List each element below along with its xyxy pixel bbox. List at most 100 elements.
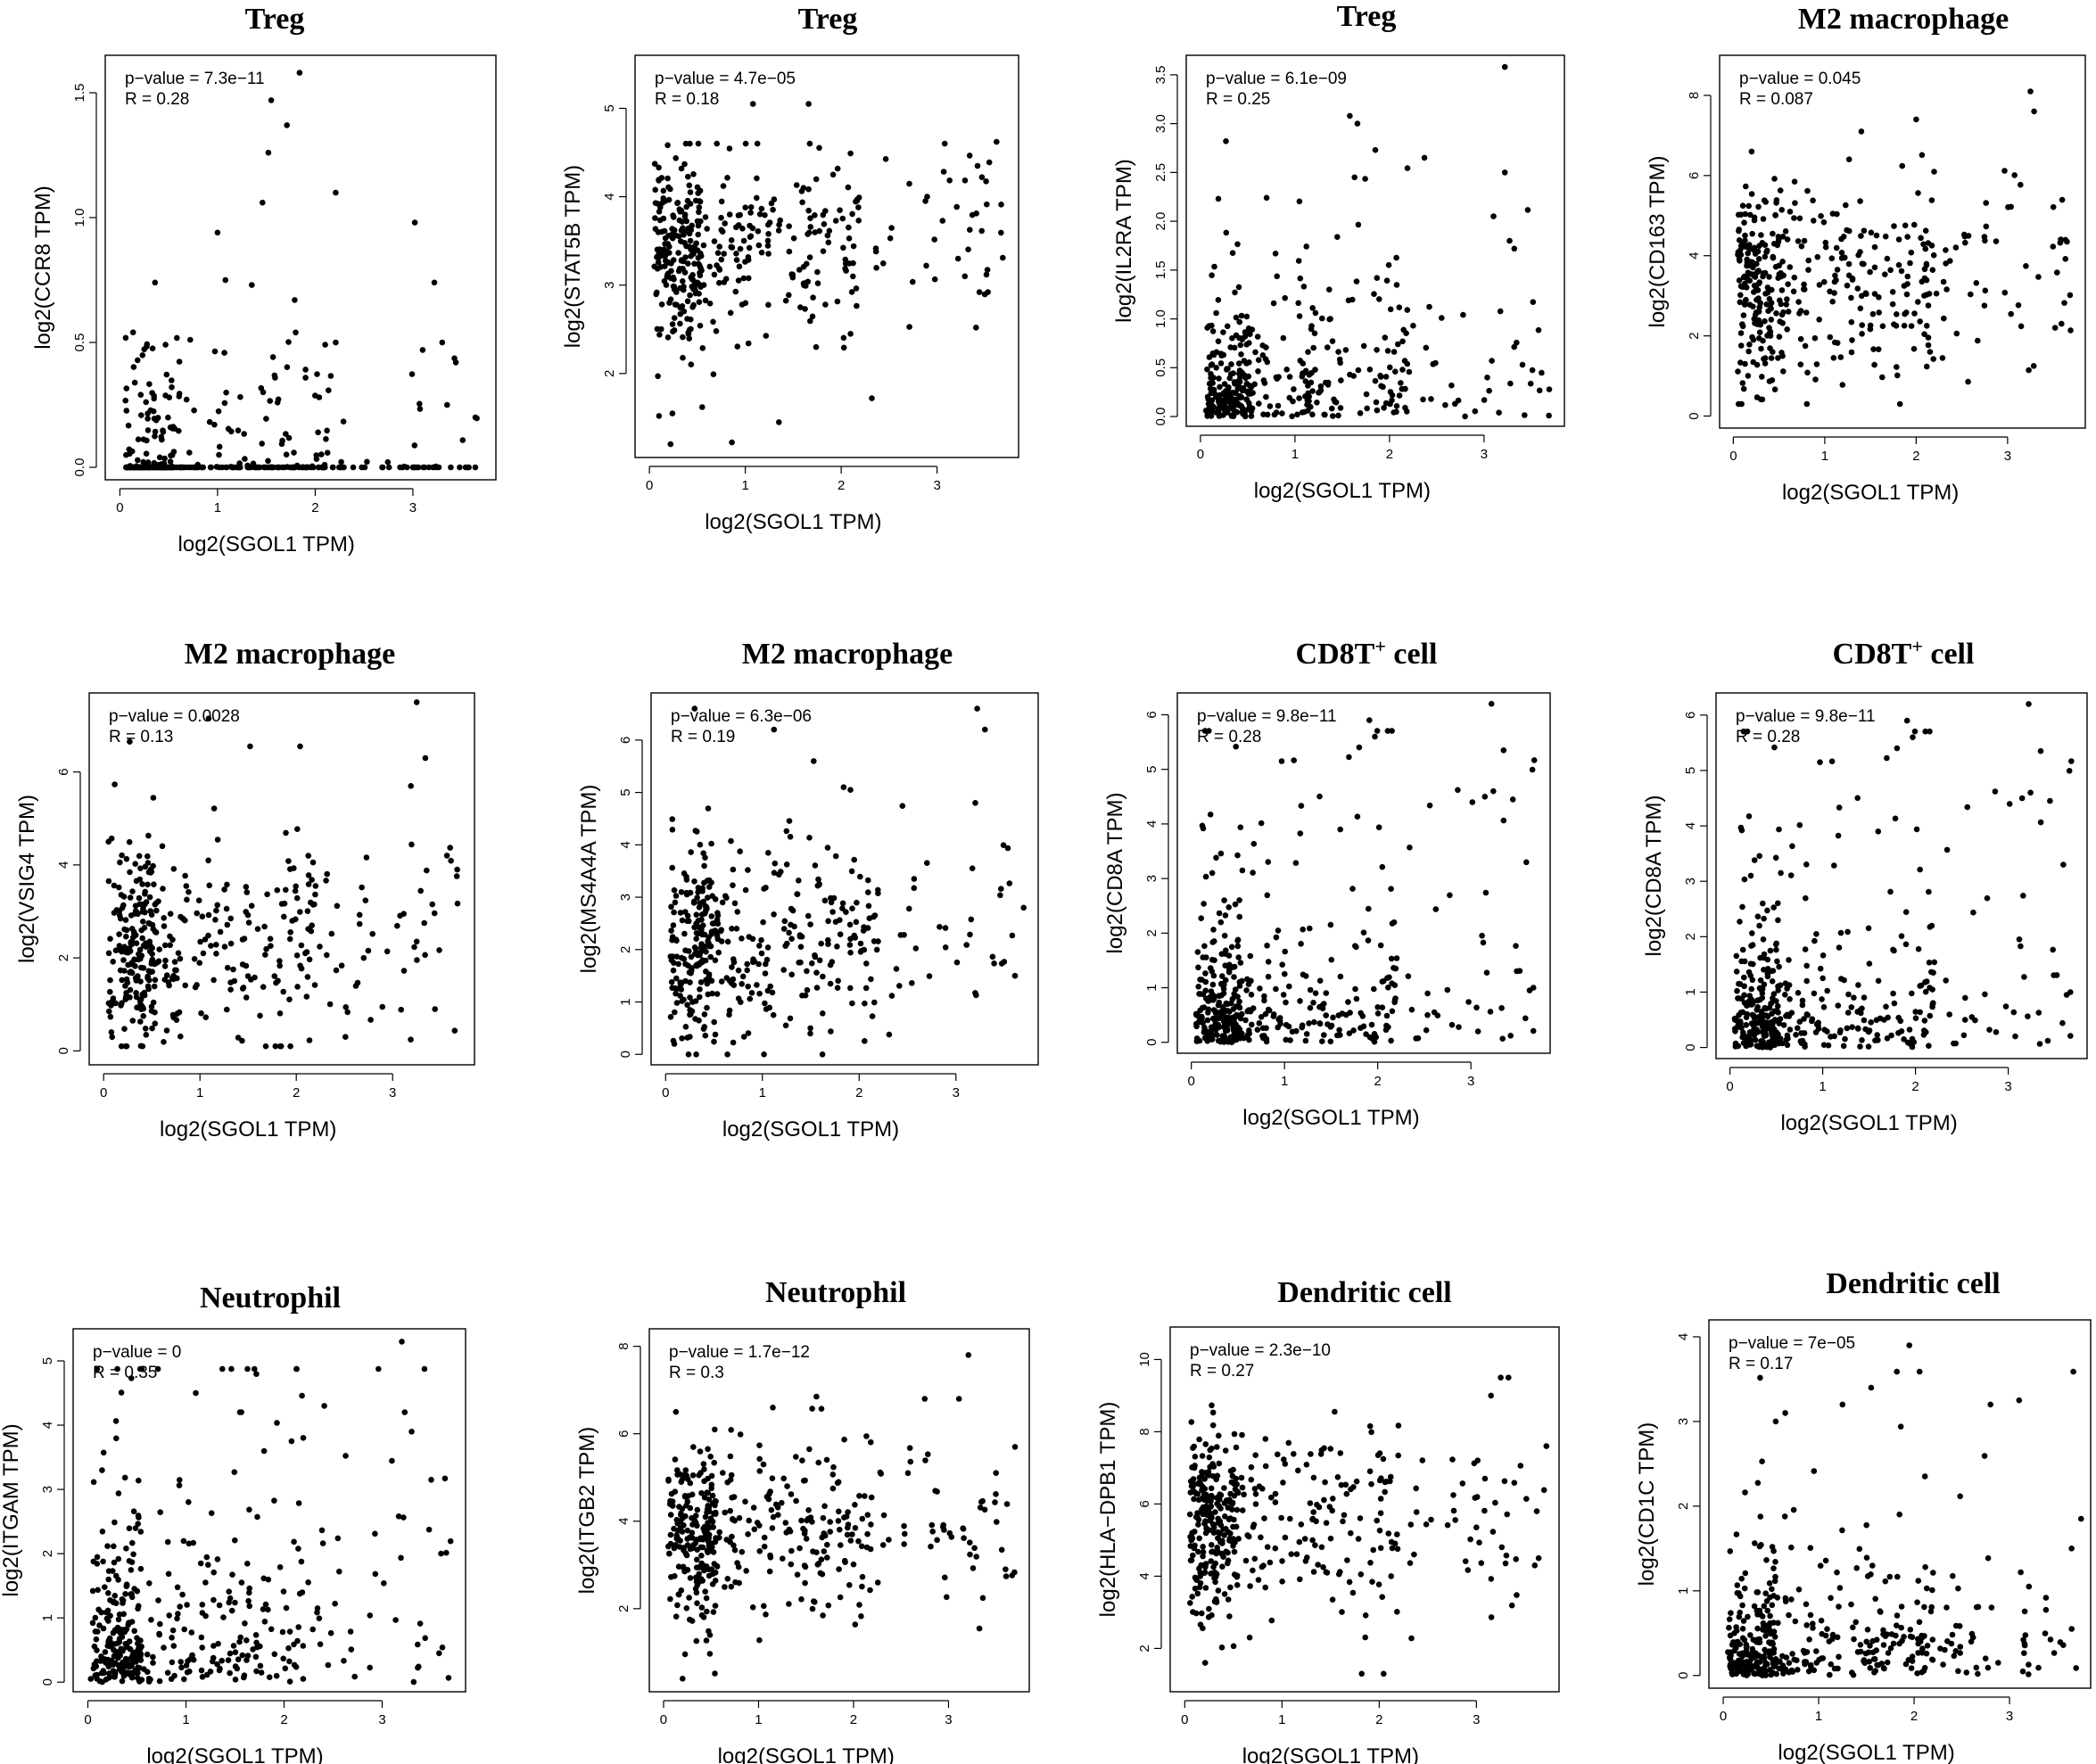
scatter-point <box>167 458 174 465</box>
scatter-point <box>871 999 878 1006</box>
scatter-point <box>1201 1521 1209 1527</box>
scatter-point <box>1849 276 1856 284</box>
scatter-point <box>656 413 663 419</box>
scatter-point <box>697 250 704 257</box>
scatter-point <box>1788 1010 1795 1016</box>
scatter-point <box>102 1656 108 1662</box>
scatter-point <box>260 199 266 206</box>
scatter-point <box>1741 983 1747 990</box>
scatter-point <box>1889 301 1896 308</box>
scatter-point <box>744 960 750 968</box>
scatter-point <box>1796 821 1803 828</box>
scatter-point <box>1926 960 1933 966</box>
scatter-points <box>87 1339 454 1686</box>
scatter-point <box>1265 973 1272 980</box>
scatter-point <box>690 1444 697 1450</box>
scatter-point <box>227 1650 234 1657</box>
scatter-point <box>121 1026 128 1032</box>
scatter-point <box>202 1612 209 1620</box>
scatter-point <box>1298 803 1305 809</box>
scatter-point <box>115 1555 122 1562</box>
scatter-point <box>699 888 706 894</box>
scatter-point <box>2058 236 2064 243</box>
scatter-point <box>1233 743 1239 750</box>
scatter-point <box>116 1612 123 1618</box>
scatter-point <box>680 334 686 341</box>
scatter-point <box>198 1667 205 1674</box>
scatter-point <box>105 838 111 845</box>
scatter-point <box>1319 1005 1326 1011</box>
scatter-point <box>1755 256 1762 262</box>
scatter-point <box>1795 990 1802 996</box>
scatter-point <box>689 248 696 254</box>
scatter-point <box>1385 261 1392 268</box>
scatter-point <box>415 1664 421 1671</box>
scatter-point <box>1236 378 1243 385</box>
scatter-point <box>1910 345 1918 352</box>
scatter-point <box>1757 321 1763 328</box>
scatter-point <box>306 1037 313 1043</box>
scatter-point <box>762 1000 768 1007</box>
scatter-point <box>136 1365 144 1372</box>
scatter-point <box>140 919 146 925</box>
scatter-point <box>190 1539 196 1546</box>
scatter-point <box>269 354 276 360</box>
scatter-point <box>979 1497 986 1504</box>
scatter-point <box>169 1659 176 1666</box>
scatter-point <box>231 1469 238 1475</box>
scatter-point <box>714 1562 721 1570</box>
scatter-point <box>118 1043 125 1050</box>
scatter-point <box>1227 344 1234 350</box>
scatter-point <box>724 1051 730 1058</box>
scatter-point <box>760 919 766 926</box>
scatter-point <box>1188 1483 1195 1489</box>
scatter-point <box>1821 278 1828 285</box>
scatter-point <box>1762 317 1768 325</box>
scatter-point <box>700 1614 707 1620</box>
scatter-point <box>802 1579 808 1587</box>
scatter-point <box>979 1595 986 1602</box>
scatter-point <box>1382 334 1389 341</box>
scatter-point <box>1349 296 1356 303</box>
scatter-point <box>138 1006 144 1012</box>
scatter-point <box>1338 377 1344 383</box>
scatter-point <box>1202 1585 1209 1591</box>
scatter-point <box>310 464 317 471</box>
scatter-point <box>1389 728 1395 734</box>
scatter-point <box>1319 1038 1325 1044</box>
scatter-point <box>1357 1515 1364 1521</box>
scatter-point <box>834 1480 841 1487</box>
scatter-point <box>1201 1476 1208 1482</box>
y-axis-label: log2(CD8A TPM) <box>1642 795 1666 957</box>
scatter-point <box>674 200 681 206</box>
scatter-point <box>1246 1533 1252 1540</box>
scatter-point <box>1236 913 1242 920</box>
scatter-point <box>176 1482 183 1488</box>
scatter-point <box>1820 952 1827 959</box>
scatter-point <box>1378 383 1384 390</box>
scatter-point <box>1223 138 1229 144</box>
scatter-point <box>1804 1011 1811 1018</box>
scatter-point <box>735 995 742 1002</box>
scatter-point <box>1752 251 1759 257</box>
scatter-point <box>1780 1022 1787 1028</box>
scatter-point <box>1419 1457 1426 1463</box>
scatter-point <box>186 1540 193 1547</box>
scatter-point <box>279 1628 286 1636</box>
x-tick-label: 3 <box>378 1712 385 1727</box>
scatter-point <box>292 297 298 303</box>
scatter-point <box>966 152 973 159</box>
scatter-point <box>656 332 663 338</box>
scatter-point <box>1927 924 1934 930</box>
scatter-point <box>723 975 730 981</box>
scatter-point <box>668 268 674 275</box>
scatter-point <box>1215 398 1222 405</box>
scatter-point <box>1884 255 1891 262</box>
scatter-point <box>1530 1027 1537 1034</box>
scatter-point <box>453 873 460 879</box>
x-tick-label: 0 <box>116 500 123 515</box>
scatter-point <box>902 1530 908 1537</box>
scatter-point <box>1350 1027 1357 1034</box>
scatter-point <box>237 1634 244 1641</box>
scatter-panel-stat5b: Treg p−value = 4.7e−05 R = 0.18 log2(SGO… <box>561 3 1019 534</box>
